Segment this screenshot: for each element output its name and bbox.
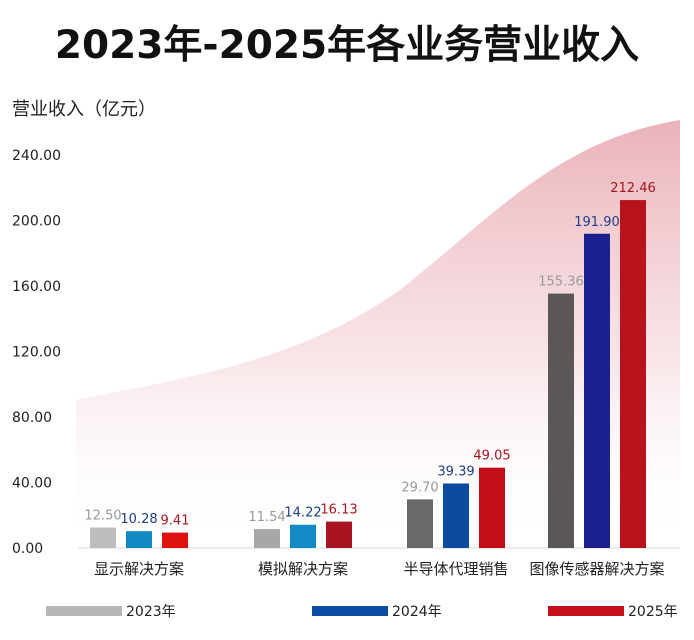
legend-item-2025: 2025年: [548, 600, 678, 622]
y-tick-label: 200.00: [12, 214, 61, 230]
y-tick-label: 120.00: [12, 345, 61, 361]
bars-group: [90, 200, 646, 549]
data-label: 155.36: [538, 275, 584, 290]
x-tick-label: 模拟解决方案: [258, 560, 348, 578]
data-label: 12.50: [84, 509, 121, 524]
x-tick-label: 显示解决方案: [94, 560, 184, 578]
bar-2024年-半导体代理销售: [443, 483, 469, 548]
data-label: 39.39: [437, 464, 474, 479]
legend-item-2023: 2023年: [46, 600, 176, 622]
bar-2024年-模拟解决方案: [290, 524, 316, 548]
legend-item-2024: 2024年: [312, 600, 442, 622]
data-label: 212.46: [610, 181, 656, 196]
legend-label-2025: 2025年: [628, 604, 678, 620]
bar-2025年-显示解决方案: [162, 532, 188, 548]
data-label: 191.90: [574, 215, 620, 230]
data-label: 10.28: [120, 512, 157, 527]
data-label: 9.41: [161, 514, 190, 529]
x-axis: 显示解决方案 模拟解决方案 半导体代理销售 图像传感器解决方案: [94, 560, 665, 578]
chart-title: 2023年-2025年各业务营业收入: [54, 23, 640, 68]
bar-2024年-图像传感器解决方案: [584, 233, 610, 549]
y-tick-label: 0.00: [12, 541, 43, 557]
y-axis-label: 营业收入（亿元）: [12, 99, 156, 120]
bar-2025年-半导体代理销售: [479, 467, 505, 548]
y-tick-label: 80.00: [12, 410, 52, 426]
data-label: 49.05: [473, 449, 510, 464]
y-tick-label: 240.00: [12, 148, 61, 164]
bar-2025年-模拟解决方案: [326, 521, 352, 548]
bar-2024年-显示解决方案: [126, 531, 152, 548]
y-tick-label: 40.00: [12, 476, 52, 492]
legend-swatch-2023: [46, 606, 122, 616]
data-label: 29.70: [401, 480, 438, 495]
background-wave: [76, 120, 680, 548]
bar-2025年-图像传感器解决方案: [620, 200, 646, 549]
data-label: 14.22: [284, 506, 321, 521]
x-tick-label: 图像传感器解决方案: [529, 560, 664, 578]
bar-2023年-图像传感器解决方案: [548, 293, 574, 548]
data-label: 16.13: [320, 503, 357, 518]
bar-2023年-显示解决方案: [90, 527, 116, 548]
legend-label-2024: 2024年: [392, 604, 442, 620]
data-label: 11.54: [248, 510, 285, 525]
bar-2023年-模拟解决方案: [254, 529, 280, 548]
legend-label-2023: 2023年: [126, 604, 176, 620]
x-tick-label: 半导体代理销售: [403, 560, 508, 578]
legend-swatch-2025: [548, 606, 624, 616]
y-axis: 0.00 40.00 80.00 120.00 160.00 200.00 240.00: [12, 148, 61, 557]
bar-2023年-半导体代理销售: [407, 499, 433, 548]
legend-swatch-2024: [312, 606, 388, 616]
y-tick-label: 160.00: [12, 279, 61, 295]
